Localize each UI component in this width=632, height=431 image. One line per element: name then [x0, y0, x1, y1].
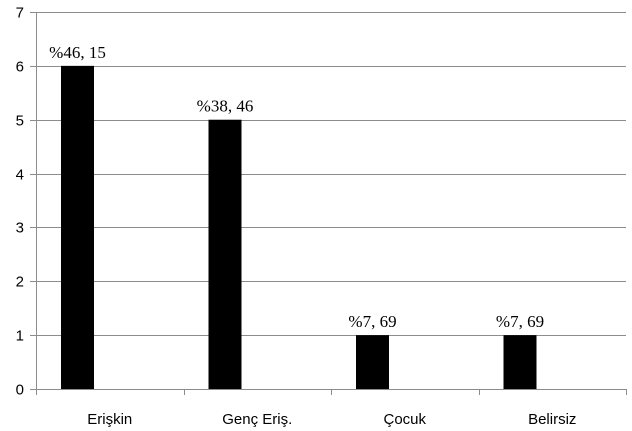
data-label-2: %7, 69	[348, 312, 396, 331]
y-tick-label-2: 2	[16, 274, 24, 291]
data-label-0: %46, 15	[49, 43, 106, 62]
y-tick-label-1: 1	[16, 328, 24, 345]
y-tick-label-7: 7	[16, 5, 24, 22]
data-labels: %46, 15 %38, 46 %7, 69 %7, 69	[49, 43, 544, 331]
y-tick-label-6: 6	[16, 59, 24, 76]
x-tick-label-0: Erişkin	[87, 411, 132, 428]
data-label-1: %38, 46	[197, 97, 254, 116]
gridlines	[36, 12, 626, 336]
bar-1	[208, 119, 242, 389]
y-tick-label-3: 3	[16, 220, 24, 237]
y-tick-label-0: 0	[16, 382, 24, 399]
bars	[61, 65, 537, 389]
y-axis: 0 1 2 3 4 5 6 7	[16, 5, 37, 399]
x-axis: Erişkin Genç Eriş. Çocuk Belirsiz	[36, 389, 627, 428]
y-tick-label-5: 5	[16, 113, 24, 130]
bar-0	[61, 65, 94, 389]
bar-3	[503, 335, 537, 389]
x-tick-label-1: Genç Eriş.	[222, 411, 292, 428]
x-tick-label-3: Belirsiz	[528, 411, 576, 428]
data-label-3: %7, 69	[496, 312, 544, 331]
x-tick-label-2: Çocuk	[383, 411, 426, 428]
bar-2	[356, 335, 389, 389]
y-tick-label-4: 4	[16, 167, 24, 184]
